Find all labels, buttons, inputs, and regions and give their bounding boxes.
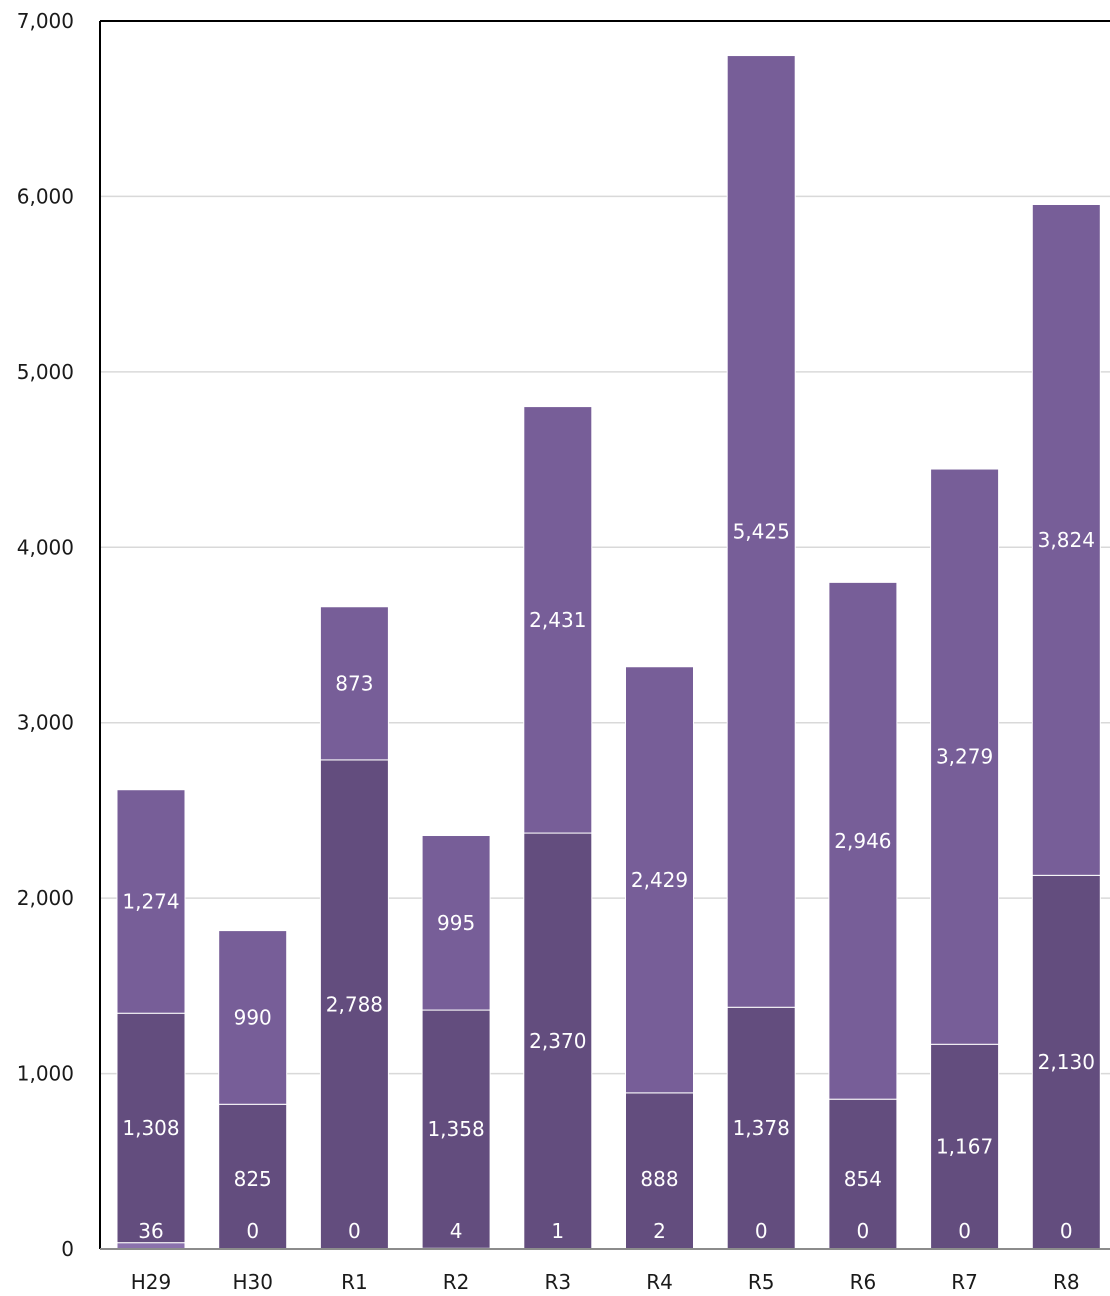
- y-tick-label: 1,000: [17, 1062, 74, 1086]
- data-label: 1,274: [122, 889, 179, 913]
- bar-segment: [828, 1098, 898, 1250]
- data-label: 2: [653, 1219, 666, 1243]
- bar-segment: [625, 1092, 694, 1250]
- bar-segment: [523, 406, 593, 834]
- data-label: 5,425: [733, 519, 790, 543]
- y-tick-label: 2,000: [17, 886, 74, 910]
- x-tick-label: H29: [131, 1270, 172, 1294]
- y-tick-label: 6,000: [17, 184, 74, 208]
- data-label: 0: [958, 1219, 971, 1243]
- data-label: 1,378: [733, 1116, 790, 1140]
- bars: [116, 55, 1101, 1250]
- bar-segment: [930, 1043, 1000, 1250]
- data-labels: 36 1,308 1,274 0 825 990 0 2,788 873 4 1,358 995 1 2,…: [122, 519, 1095, 1243]
- x-tick-label: R7: [951, 1270, 978, 1294]
- data-label: 0: [755, 1219, 768, 1243]
- bar-segment: [218, 930, 288, 1105]
- data-label: 0: [348, 1219, 361, 1243]
- data-label: 36: [138, 1219, 163, 1243]
- data-label: 0: [857, 1219, 870, 1243]
- x-tick-labels: H29 H30 R1 R2 R3 R4 R5 R6 R7 R8: [131, 1270, 1080, 1294]
- data-label: 873: [335, 671, 373, 695]
- x-tick-label: R1: [341, 1270, 368, 1294]
- bar-segment: [421, 835, 491, 1011]
- x-tick-label: H30: [232, 1270, 273, 1294]
- data-label: 0: [1060, 1219, 1073, 1243]
- data-label: 0: [246, 1219, 259, 1243]
- data-label: 2,946: [834, 829, 891, 853]
- data-label: 2,370: [529, 1029, 586, 1053]
- bar-segment: [726, 55, 796, 1008]
- bar-segment: [625, 666, 694, 1094]
- bar-segment: [1031, 874, 1101, 1250]
- y-tick-label: 4,000: [17, 535, 74, 559]
- x-tick-label: R5: [748, 1270, 775, 1294]
- y-tick-label: 0: [61, 1237, 74, 1261]
- data-label: 888: [640, 1167, 678, 1191]
- bar-segment: [319, 606, 389, 761]
- x-tick-label: R6: [850, 1270, 877, 1294]
- data-label: 3,824: [1038, 528, 1095, 552]
- data-label: 990: [234, 1005, 272, 1029]
- bar-segment: [1031, 203, 1101, 876]
- data-label: 4: [450, 1219, 463, 1243]
- data-label: 2,130: [1038, 1050, 1095, 1074]
- x-tick-label: R8: [1053, 1270, 1080, 1294]
- data-label: 854: [844, 1167, 882, 1191]
- y-tick-label: 3,000: [17, 711, 74, 735]
- data-label: 825: [234, 1167, 272, 1191]
- data-label: 1: [551, 1219, 564, 1243]
- data-label: 995: [437, 911, 475, 935]
- y-tick-label: 5,000: [17, 360, 74, 384]
- axes: [99, 20, 1110, 1250]
- x-tick-label: R2: [443, 1270, 470, 1294]
- x-tick-label: R3: [544, 1270, 571, 1294]
- data-label: 3,279: [936, 745, 993, 769]
- bar-segment: [930, 468, 1000, 1045]
- x-tick-label: R4: [646, 1270, 673, 1294]
- bar-segment: [116, 789, 186, 1014]
- data-label: 2,429: [631, 868, 688, 892]
- data-label: 1,308: [122, 1116, 179, 1140]
- data-label: 1,358: [427, 1117, 484, 1141]
- bar-segment: [421, 1009, 491, 1249]
- data-label: 2,788: [326, 992, 383, 1016]
- bar-segment: [218, 1103, 288, 1250]
- data-label: 1,167: [936, 1135, 993, 1159]
- bar-segment: [828, 581, 898, 1100]
- data-label: 2,431: [529, 608, 586, 632]
- y-tick-labels: 0 1,000 2,000 3,000 4,000 5,000 6,000 7,000: [17, 9, 74, 1261]
- bar-segment: [726, 1006, 796, 1250]
- y-tick-label: 7,000: [17, 9, 74, 33]
